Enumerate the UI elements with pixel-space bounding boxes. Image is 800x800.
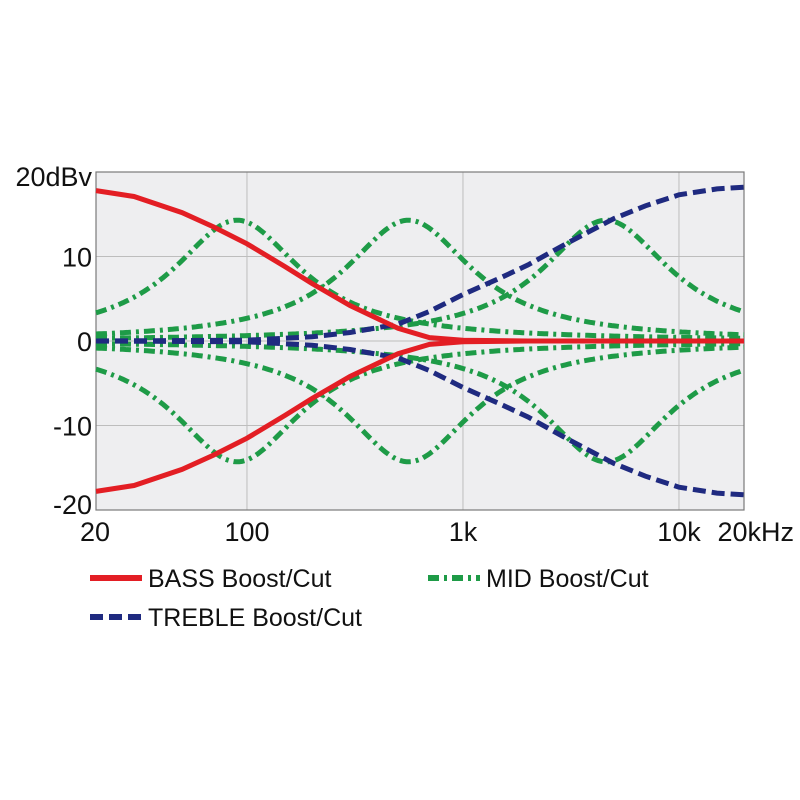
y-tick-label: 0 (77, 327, 92, 357)
x-axis-tick-labels: 20 100 1k 10k 20kHz (80, 517, 794, 547)
y-tick-label: -10 (53, 412, 92, 442)
x-tick-label: 100 (224, 517, 269, 547)
bass-series-curve (95, 338, 744, 494)
mid-series-curve (95, 341, 744, 465)
mid-series-curve (95, 341, 745, 465)
series-curves (95, 184, 745, 498)
mid-series-curve (95, 217, 745, 341)
x-tick-label: 10k (657, 517, 701, 547)
legend-label-bass: BASS Boost/Cut (148, 565, 331, 593)
x-tick-label: 1k (449, 517, 478, 547)
y-tick-label: 10 (62, 243, 92, 273)
y-tick-label: -20 (53, 490, 92, 520)
treble-series-curve (95, 338, 745, 498)
legend-label-treble: TREBLE Boost/Cut (148, 604, 362, 632)
x-tick-label: 20 (80, 517, 110, 547)
y-axis-tick-labels: 20dBv 10 0 -10 -20 (15, 162, 92, 520)
x-tick-label: 20kHz (717, 517, 794, 547)
mid-series-curve (95, 217, 744, 341)
y-tick-label: 20dBv (15, 162, 92, 192)
mid-series-curve (95, 217, 745, 338)
legend-label-mid: MID Boost/Cut (486, 565, 649, 593)
legend: BASS Boost/Cut MID Boost/Cut TREBLE Boost/… (90, 565, 649, 632)
mid-series-curve (95, 344, 745, 465)
treble-series-curve (95, 184, 745, 344)
